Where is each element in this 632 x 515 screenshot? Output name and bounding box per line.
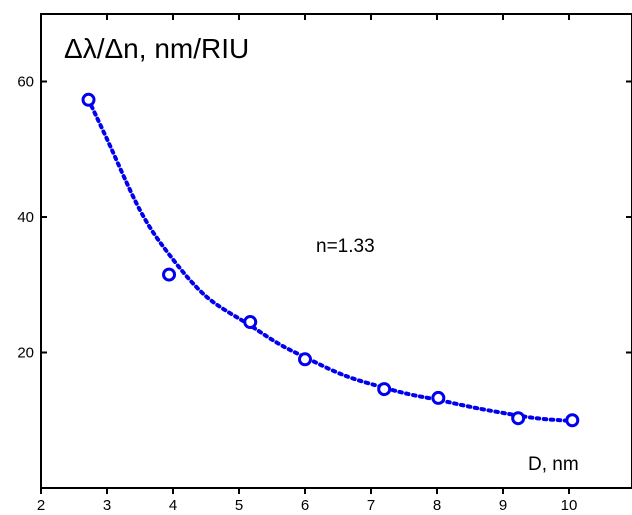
annotation-label: n=1.33 xyxy=(316,236,375,257)
x-tick-label: 10 xyxy=(561,497,578,514)
data-point xyxy=(377,382,392,397)
data-point xyxy=(431,390,446,405)
x-tick-label: 7 xyxy=(367,497,375,514)
data-point xyxy=(511,411,526,426)
data-point xyxy=(243,315,258,330)
data-point xyxy=(298,352,312,367)
x-tick-label: 4 xyxy=(169,497,177,514)
y-tick-label: 60 xyxy=(17,74,34,91)
y-tick-label: 40 xyxy=(17,209,34,226)
x-tick-label: 5 xyxy=(235,497,243,514)
x-tick-label: 9 xyxy=(499,497,507,514)
y-axis-label: Δλ/Δn, nm/RIU xyxy=(64,33,249,64)
x-tick-label: 8 xyxy=(433,497,441,514)
data-points xyxy=(81,92,580,428)
data-point xyxy=(162,267,177,282)
y-ticks: 20 40 60 xyxy=(17,74,632,362)
x-tick-label: 6 xyxy=(301,497,309,514)
plot-frame xyxy=(40,13,632,489)
data-point xyxy=(565,413,580,428)
x-ticks: 2 3 4 5 6 7 8 9 10 xyxy=(37,14,578,514)
x-tick-label: 3 xyxy=(103,497,111,514)
x-tick-label: 2 xyxy=(37,497,45,514)
x-axis-label: D, nm xyxy=(528,454,579,475)
data-point xyxy=(81,92,96,107)
y-tick-label: 20 xyxy=(17,345,34,362)
fit-curve xyxy=(86,97,575,423)
